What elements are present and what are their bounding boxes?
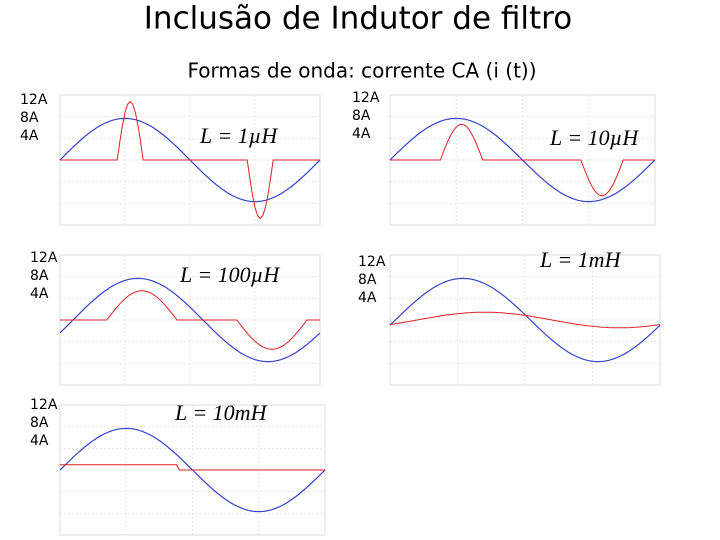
voltage-wave [60, 290, 320, 350]
axis-label: 4A [352, 126, 371, 142]
axis-label: 12A [30, 250, 58, 266]
voltage-wave [389, 311, 661, 329]
axis-label: 8A [352, 108, 371, 124]
inductance-label: L = 1mH [539, 247, 622, 272]
axis-label: 12A [358, 254, 386, 270]
inductance-label: L = 10mH [174, 400, 268, 425]
axis-label: 4A [30, 433, 49, 449]
axis-label: 8A [30, 268, 49, 284]
axis-label: 12A [20, 92, 48, 108]
current-wave [389, 277, 661, 363]
axis-label: 8A [358, 272, 377, 288]
voltage-wave [60, 100, 320, 220]
title: Inclusão de Indutor de filtro [144, 1, 572, 37]
axis-label: 12A [30, 397, 58, 413]
voltage-wave [60, 464, 325, 471]
voltage-wave [390, 123, 655, 197]
axis-label: 8A [30, 415, 49, 431]
axis-label: 4A [358, 290, 377, 306]
axis-label: 4A [20, 128, 39, 144]
inductance-label: L = 10µH [549, 125, 639, 150]
current-wave [59, 277, 321, 363]
subtitle: Formas de onda: corrente CA (i (t)) [187, 59, 536, 83]
axis-label: 12A [352, 90, 380, 106]
inductance-label: L = 1µH [199, 123, 278, 148]
inductance-label: L = 100µH [179, 262, 280, 287]
axis-label: 4A [30, 286, 49, 302]
axis-label: 8A [20, 110, 39, 126]
